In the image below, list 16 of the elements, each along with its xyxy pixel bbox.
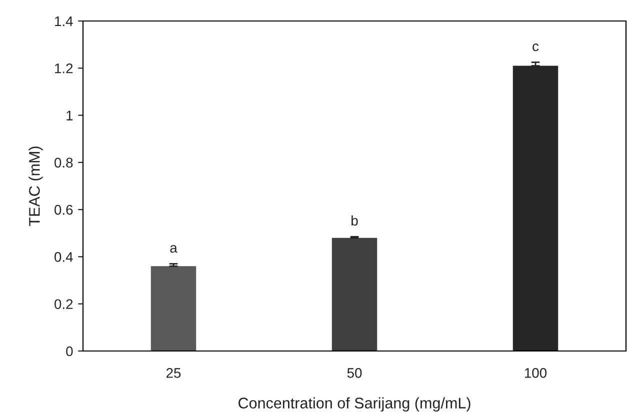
y-axis-title: TEAC (mM)	[28, 146, 43, 226]
y-tick-label: 0.6	[54, 204, 73, 215]
y-tick-label: 1.4	[55, 16, 73, 26]
y-tick-label: 1	[66, 110, 73, 120]
x-tick-label: 100	[524, 368, 547, 378]
y-tick-label: 0	[66, 346, 73, 356]
annotation: b	[352, 215, 358, 226]
x-tick-label: 25	[166, 368, 181, 378]
y-tick-label: 0.2	[54, 299, 73, 310]
x-axis-title: Concentration of Sarijang (mg/mL)	[238, 397, 470, 412]
y-tick-label: 0.8	[54, 158, 73, 168]
x-tick-label: 50	[347, 368, 362, 378]
annotation: a	[170, 245, 178, 253]
y-tick-label: 1.2	[55, 63, 73, 74]
y-tick-label: 0.4	[54, 252, 73, 262]
annotation: c	[532, 44, 539, 52]
